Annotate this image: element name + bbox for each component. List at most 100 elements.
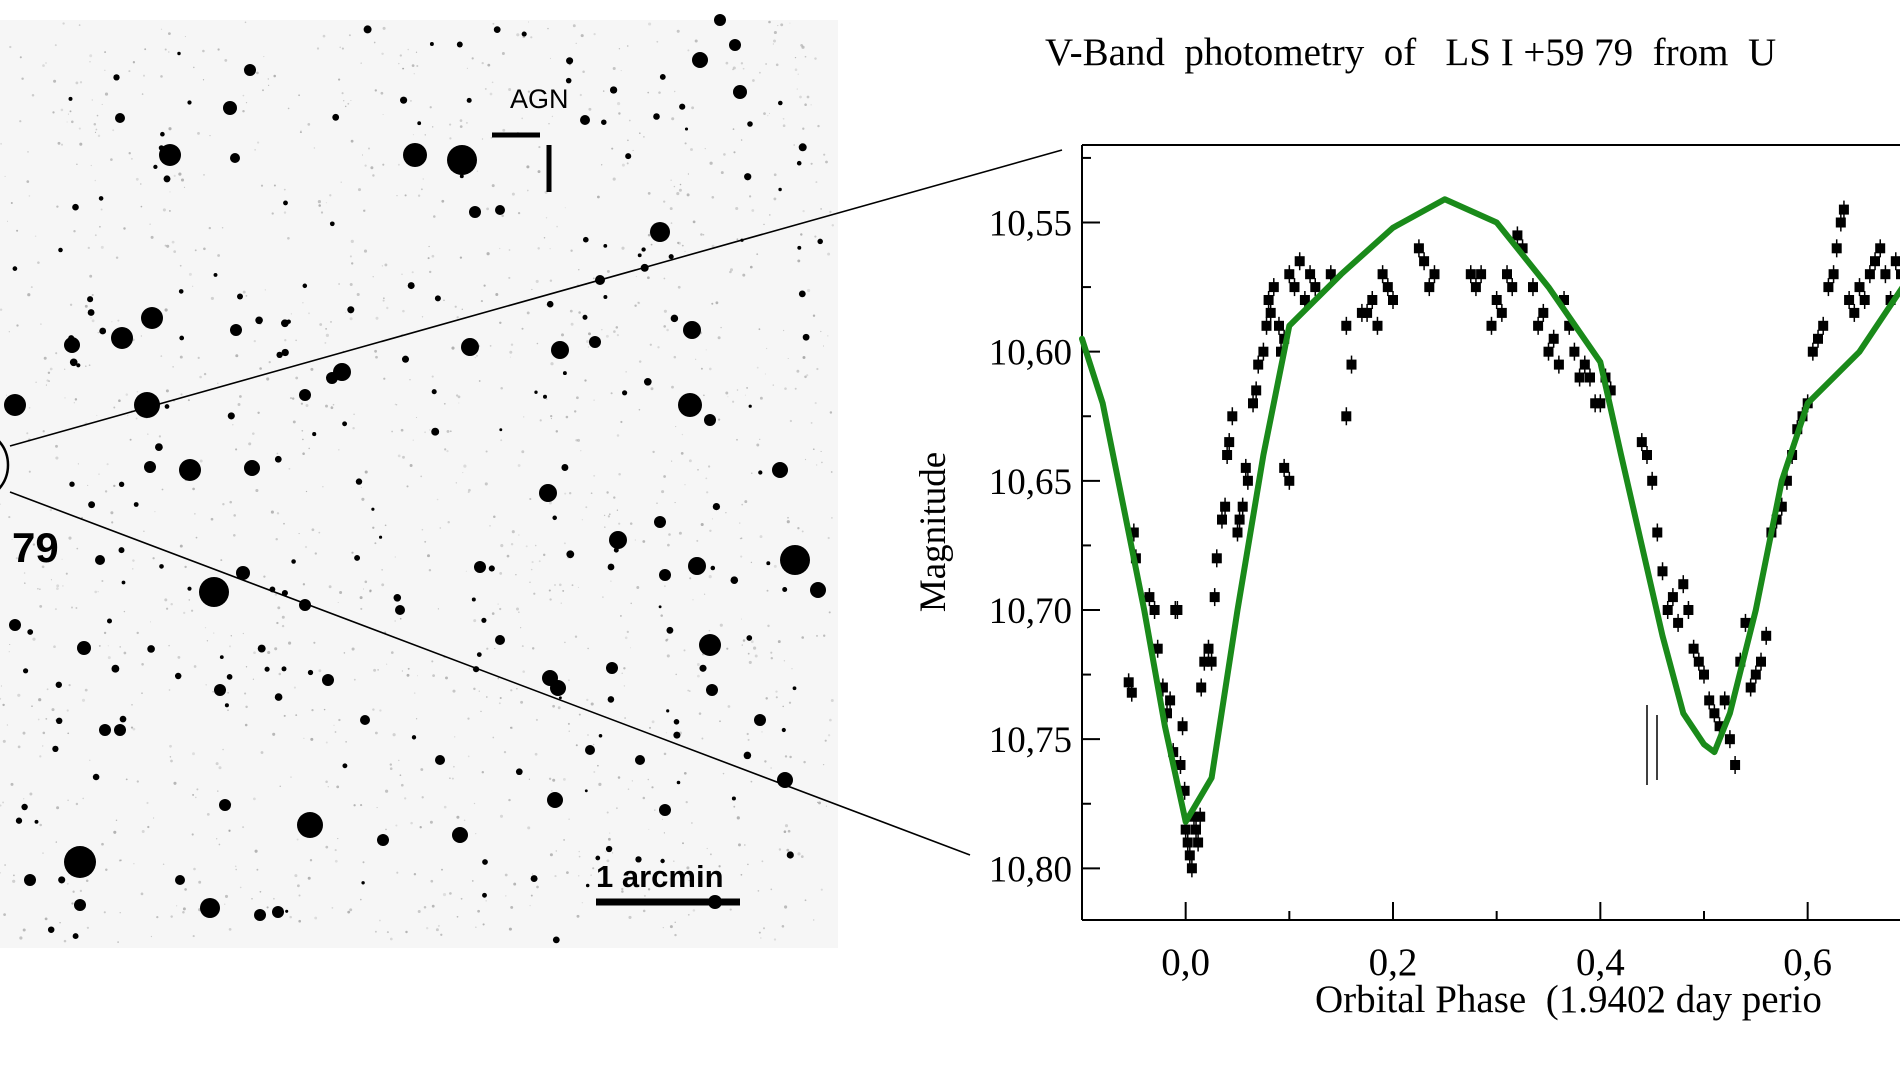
y-axis-label: Magnitude bbox=[913, 452, 954, 612]
noise-speck bbox=[115, 819, 118, 822]
noise-speck bbox=[235, 448, 238, 451]
noise-speck bbox=[619, 614, 622, 617]
noise-speck bbox=[256, 868, 259, 871]
noise-speck bbox=[639, 132, 641, 134]
noise-speck bbox=[146, 801, 149, 805]
noise-speck bbox=[331, 907, 334, 909]
faint-star bbox=[291, 559, 296, 564]
noise-speck bbox=[180, 393, 183, 396]
noise-speck bbox=[431, 254, 435, 258]
noise-speck bbox=[162, 863, 165, 866]
noise-speck bbox=[88, 364, 91, 367]
noise-speck bbox=[340, 181, 342, 183]
noise-speck bbox=[141, 830, 145, 833]
noise-speck bbox=[316, 47, 320, 50]
noise-speck bbox=[325, 741, 328, 744]
noise-speck bbox=[267, 78, 269, 80]
noise-speck bbox=[111, 521, 114, 524]
noise-speck bbox=[17, 693, 21, 697]
noise-speck bbox=[429, 820, 433, 824]
noise-speck bbox=[245, 102, 248, 104]
noise-speck bbox=[569, 309, 573, 313]
noise-speck bbox=[750, 640, 754, 644]
noise-speck bbox=[616, 333, 620, 337]
noise-speck bbox=[49, 508, 53, 512]
noise-speck bbox=[16, 229, 19, 232]
noise-speck bbox=[531, 873, 534, 875]
noise-speck bbox=[347, 910, 351, 914]
noise-speck bbox=[549, 248, 551, 250]
noise-speck bbox=[274, 593, 278, 596]
noise-speck bbox=[522, 670, 525, 673]
noise-speck bbox=[317, 200, 321, 204]
noise-speck bbox=[51, 708, 55, 712]
star bbox=[495, 205, 505, 215]
star bbox=[360, 715, 370, 725]
noise-speck bbox=[416, 675, 419, 677]
noise-speck bbox=[76, 163, 78, 165]
faint-star bbox=[15, 817, 23, 824]
noise-speck bbox=[233, 514, 236, 517]
noise-speck bbox=[302, 438, 304, 441]
noise-speck bbox=[69, 303, 73, 306]
noise-speck bbox=[129, 438, 132, 441]
noise-speck bbox=[775, 690, 778, 693]
noise-speck bbox=[262, 89, 264, 92]
noise-speck bbox=[41, 565, 45, 569]
noise-speck bbox=[100, 208, 103, 211]
noise-speck bbox=[29, 792, 33, 796]
noise-speck bbox=[521, 645, 524, 648]
noise-speck bbox=[729, 268, 734, 272]
noise-speck bbox=[4, 175, 6, 177]
noise-speck bbox=[294, 874, 298, 878]
noise-speck bbox=[383, 377, 386, 380]
noise-speck bbox=[390, 651, 394, 654]
noise-speck bbox=[612, 66, 616, 71]
noise-speck bbox=[123, 227, 126, 230]
noise-speck bbox=[504, 873, 508, 877]
noise-speck bbox=[770, 888, 773, 891]
noise-speck bbox=[385, 789, 389, 793]
noise-speck bbox=[370, 166, 374, 170]
noise-speck bbox=[556, 225, 558, 228]
noise-speck bbox=[164, 48, 167, 51]
noise-speck bbox=[629, 522, 633, 525]
noise-speck bbox=[621, 672, 623, 674]
noise-speck bbox=[570, 249, 573, 252]
noise-speck bbox=[454, 305, 457, 308]
noise-speck bbox=[643, 136, 645, 138]
noise-speck bbox=[530, 36, 533, 39]
noise-speck bbox=[245, 666, 248, 668]
noise-speck bbox=[830, 699, 834, 702]
noise-speck bbox=[263, 575, 266, 578]
noise-speck bbox=[338, 449, 340, 451]
noise-speck bbox=[686, 866, 690, 870]
y-tick-label: 10,80 bbox=[989, 849, 1072, 890]
noise-speck bbox=[330, 321, 332, 323]
noise-speck bbox=[535, 279, 539, 283]
noise-speck bbox=[130, 726, 134, 729]
faint-star bbox=[355, 478, 363, 485]
star bbox=[659, 804, 671, 816]
noise-speck bbox=[131, 703, 133, 706]
noise-speck bbox=[678, 188, 682, 192]
noise-speck bbox=[150, 621, 151, 623]
noise-speck bbox=[663, 309, 667, 313]
noise-speck bbox=[394, 403, 397, 406]
noise-speck bbox=[794, 68, 798, 71]
noise-speck bbox=[538, 146, 541, 149]
noise-speck bbox=[463, 464, 467, 468]
faint-star bbox=[407, 282, 415, 290]
noise-speck bbox=[499, 696, 502, 700]
noise-speck bbox=[601, 329, 603, 331]
noise-speck bbox=[494, 648, 496, 650]
noise-speck bbox=[726, 647, 729, 650]
noise-speck bbox=[73, 402, 75, 404]
noise-speck bbox=[578, 875, 580, 877]
noise-speck bbox=[681, 244, 684, 247]
noise-speck bbox=[608, 513, 611, 516]
faint-star bbox=[347, 306, 355, 314]
noise-speck bbox=[456, 316, 459, 319]
noise-speck bbox=[459, 119, 463, 122]
noise-speck bbox=[94, 131, 97, 133]
